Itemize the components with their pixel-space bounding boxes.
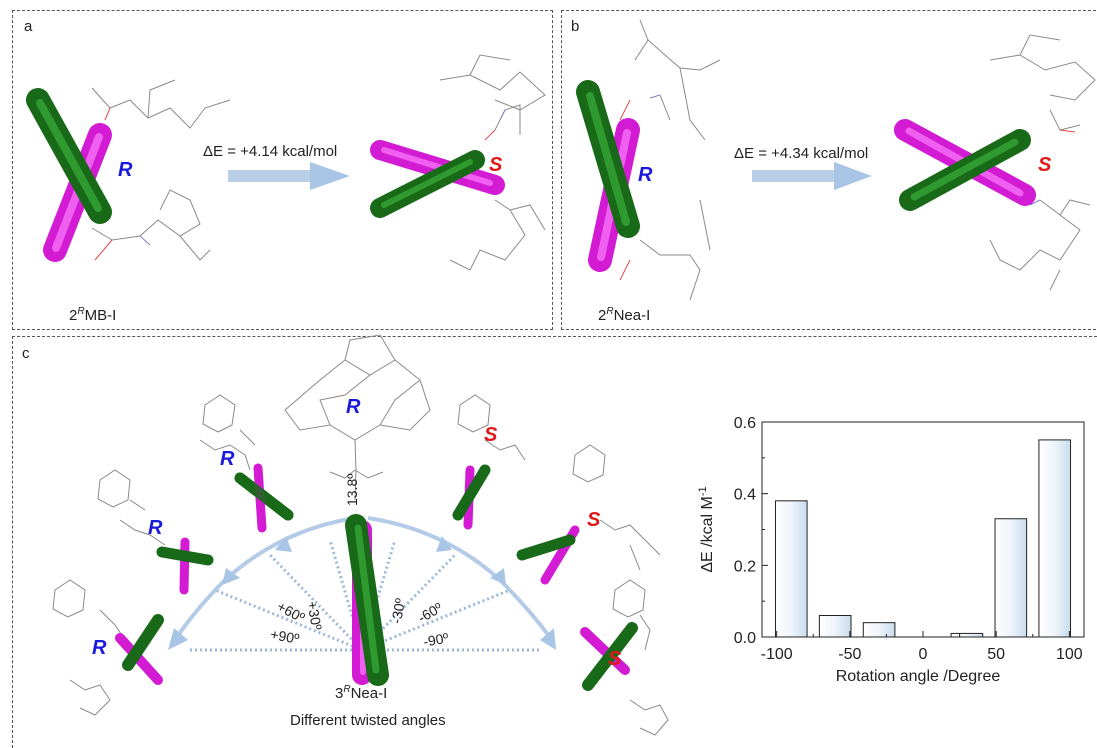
panel-a: a ΔE = +4.14 kcal/mol R S 2RMB-I [12,10,553,330]
panel-c-center-chirality: R [346,396,361,418]
panel-c: c [12,336,1097,748]
panel-c-right-molecule-30 [452,394,526,530]
y-tick-label-2: 0.4 [734,487,756,504]
panel-c-right-molecule-60 [516,444,661,585]
panel-c-right-chirality-30: S [484,424,498,446]
panel-c-curved-arrows [173,516,554,642]
panel-b-energy-label: ΔE = +4.34 kcal/mol [734,145,869,162]
panel-b-right-molecule [894,34,1096,291]
panel-c-left-molecule-60 [97,469,214,595]
x-axis-label: Rotation angle /Degree [836,668,1001,685]
x-tick-label-100: 100 [1056,646,1083,663]
panel-c-left-molecule-90 [52,579,164,716]
bar-90 [1038,439,1072,638]
panel-b-label: b [571,18,580,35]
panel-a-right-molecule [370,54,546,271]
y-tick-label-3: 0.6 [734,415,756,432]
panel-b-left-chirality: R [638,164,653,186]
panel-a-left-chirality: R [118,159,133,181]
panel-c-label: c [22,345,30,362]
panel-c-left-chirality-30: R [220,448,235,470]
panel-b-left-molecule [576,19,721,301]
panel-a-label: a [24,18,33,35]
x-tick-label--100: -100 [761,646,793,663]
panel-c-compound-label: 3RNea-I [335,684,388,702]
panel-c-arrowheads [168,536,556,650]
bar-60 [994,518,1028,638]
panel-b-arrow [752,162,872,190]
panel-a-energy-label: ΔE = +4.14 kcal/mol [203,143,338,160]
bar--60 [818,615,852,638]
panel-b: b ΔE = +4.34 kcal/mol R S 2RNea-I [561,10,1097,330]
panel-a-compound-label: 2RMB-I [69,306,117,324]
y-axis-label: ΔE /kcal M-1 [697,486,716,572]
y-tick-label-0: 0.0 [734,630,756,647]
x-tick-label-0: 0 [919,646,928,663]
panel-c-right-chirality-60: S [587,509,601,531]
bar-30 [950,632,984,638]
bar--30 [862,622,896,638]
panel-c-left-chirality-90: R [92,637,107,659]
panel-c-left-molecule-30 [199,394,294,533]
panel-c-center-framework [284,334,431,501]
panel-a-arrow [228,162,350,190]
panel-c-subtitle: Different twisted angles [290,712,446,729]
y-axis-label-superscript: -1 [697,486,709,496]
x-tick-label--50: -50 [838,646,861,663]
panel-c-right-chirality-90: S [608,648,622,670]
panel-b-right-chirality: S [1038,154,1052,176]
panel-a-right-chirality: S [489,154,503,176]
panel-c-left-chirality-60: R [148,517,163,539]
panel-a-left-molecule [26,79,231,262]
panel-b-compound-label: 2RNea-I [598,306,651,324]
bar--90 [774,500,808,638]
panel-c-dotted-guides [190,539,540,652]
x-tick-label-50: 50 [987,646,1005,663]
panel-c-right-molecule-90 [580,579,669,736]
y-tick-label-1: 0.2 [734,558,756,575]
panel-c-center-molecule [345,514,389,686]
chart-frame [761,421,1085,638]
